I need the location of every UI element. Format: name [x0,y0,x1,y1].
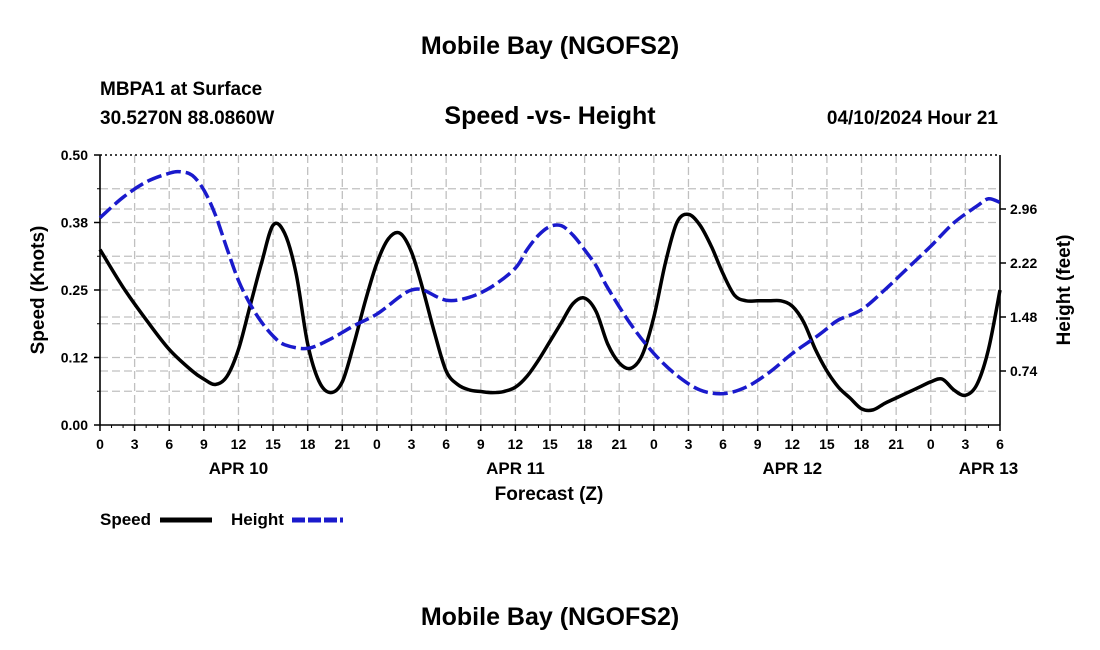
x-tick-label: 9 [477,436,485,452]
datetime-label: 04/10/2024 Hour 21 [827,108,999,129]
x-date-label: APR 12 [763,459,823,478]
x-date-label: APR 11 [486,459,545,478]
x-tick-label: 9 [754,436,762,452]
coordinates-label: 30.5270N 88.0860W [100,108,274,129]
y2-tick-label: 2.96 [1010,201,1037,217]
x-tick-label: 6 [165,436,173,452]
x-tick-label: 15 [542,436,558,452]
x-tick-label: 21 [888,436,904,452]
y-axis-ticks: 0.00 0.12 0.25 0.38 0.50 [61,147,100,433]
series-line-speed [98,212,1002,413]
x-axis-ticks: 0 3 6 9 12 15 18 21 0 3 6 9 12 15 18 21 0 3 6 9 12 15 18 21 0 3 6 A… [96,425,1018,478]
grid-lines [100,155,1000,425]
x-tick-label: 18 [577,436,593,452]
x-tick-label: 12 [231,436,247,452]
legend-height-label: Height [231,510,284,529]
y-tick-label: 0.25 [61,282,88,298]
x-tick-label: 12 [785,436,801,452]
x-date-label: APR 10 [209,459,269,478]
y-axis-label: Speed (Knots) [28,226,49,355]
y-tick-label: 0.12 [61,350,88,366]
y2-axis-label: Height (feet) [1054,235,1075,346]
legend-speed-label: Speed [100,510,151,529]
y-tick-label: 0.50 [61,147,88,163]
y2-tick-label: 1.48 [1010,309,1037,325]
x-date-label: APR 13 [959,459,1019,478]
y2-tick-label: 2.22 [1010,255,1037,271]
x-tick-label: 18 [300,436,316,452]
x-tick-label: 6 [442,436,450,452]
x-axis-label: Forecast (Z) [495,484,604,505]
x-tick-label: 21 [335,436,351,452]
y-tick-label: 0.00 [61,417,88,433]
legend: Speed Height [100,510,343,529]
y-tick-label: 0.38 [61,215,88,231]
x-tick-label: 9 [200,436,208,452]
x-tick-label: 0 [373,436,381,452]
x-tick-label: 18 [854,436,870,452]
page-title: Mobile Bay (NGOFS2) [421,32,679,60]
x-tick-label: 3 [131,436,139,452]
x-tick-label: 3 [685,436,693,452]
x-tick-label: 0 [927,436,935,452]
x-tick-label: 6 [996,436,1004,452]
x-tick-label: 3 [408,436,416,452]
series-lines [98,169,1002,413]
x-tick-label: 0 [96,436,104,452]
x-tick-label: 15 [265,436,281,452]
y2-tick-label: 0.74 [1010,363,1037,379]
chart-title: Speed -vs- Height [444,102,656,130]
station-label: MBPA1 at Surface [100,79,262,100]
x-tick-label: 21 [611,436,627,452]
x-tick-label: 3 [961,436,969,452]
x-tick-label: 12 [508,436,524,452]
x-tick-label: 15 [819,436,835,452]
footer-title: Mobile Bay (NGOFS2) [421,603,679,631]
series-line-height [98,169,1001,396]
x-tick-label: 0 [650,436,658,452]
y2-axis-ticks: 0.74 1.48 2.22 2.96 [1000,201,1037,379]
x-tick-label: 6 [719,436,727,452]
